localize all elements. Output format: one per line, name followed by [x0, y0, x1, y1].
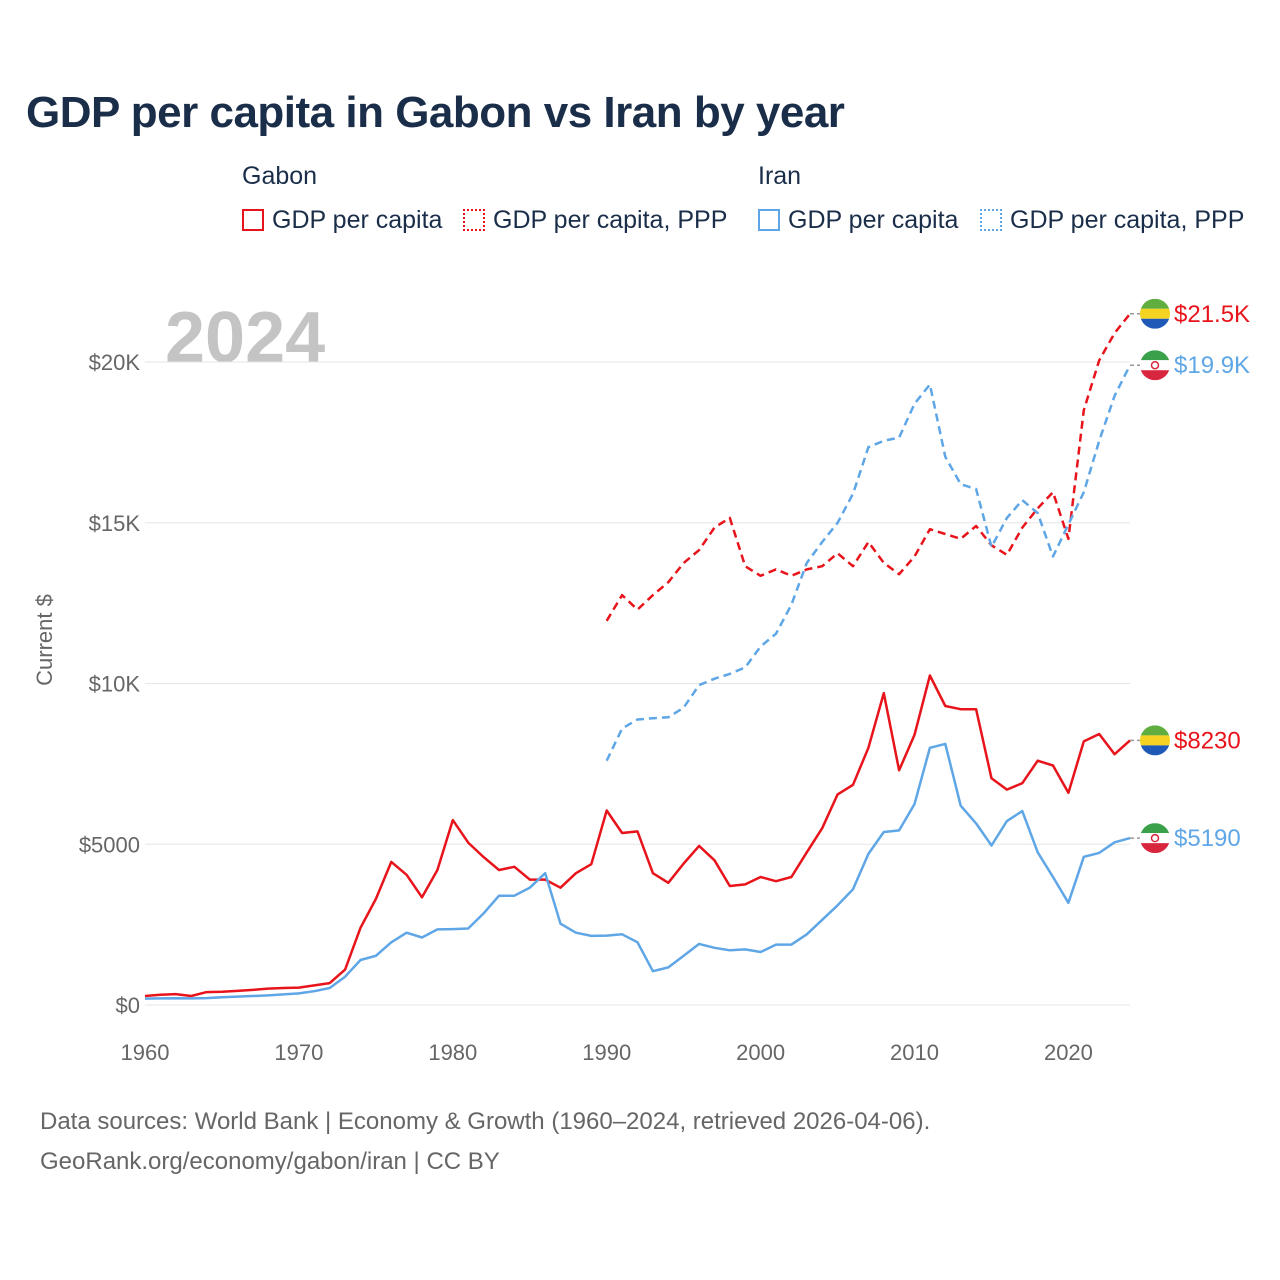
x-tick-label: 1990: [582, 1040, 631, 1065]
x-tick-label: 2000: [736, 1040, 785, 1065]
series-layer: [144, 313, 1132, 1000]
legend-swatch-gabon-gdp: [242, 209, 264, 231]
series-line-gabon-gdp-per-capita[interactable]: [144, 674, 1131, 998]
y-axis-label: Current $: [32, 594, 57, 686]
iran-flag-icon: [1140, 350, 1170, 381]
y-tick-label: $15K: [89, 511, 141, 536]
legend-group-iran: Iran: [758, 162, 802, 190]
gabon-flag-icon: [1140, 725, 1170, 756]
end-marker-layer: $8230 $5190 $21.5K $19.9K: [1130, 298, 1250, 854]
footer-credit[interactable]: GeoRank.org/economy/gabon/iran | CC BY: [40, 1148, 500, 1175]
legend-label-gabon-gdp-ppp: GDP per capita, PPP: [493, 205, 728, 234]
legend-label-iran-gdp: GDP per capita: [788, 205, 959, 234]
x-tick-label: 2020: [1044, 1040, 1093, 1065]
legend-item-iran-gdp[interactable]: GDP per capita: [758, 204, 958, 236]
series-line-gabon-gdp-per-capita-ppp[interactable]: [605, 313, 1131, 622]
legend-item-gabon-gdp[interactable]: GDP per capita: [242, 204, 442, 236]
gabon-flag-icon: [1140, 298, 1170, 329]
y-tick-label: $5000: [79, 832, 140, 857]
chart-title: GDP per capita in Gabon vs Iran by year: [26, 88, 845, 137]
legend-item-iran-gdp-ppp[interactable]: GDP per capita, PPP: [980, 204, 1244, 236]
y-tick-label: $10K: [89, 672, 141, 697]
x-tick-label: 1970: [274, 1040, 323, 1065]
end-value-label: $5190: [1174, 825, 1241, 852]
end-value-label: $8230: [1174, 727, 1241, 754]
end-value-label: $19.9K: [1174, 352, 1250, 379]
x-tick-label: 2010: [890, 1040, 939, 1065]
x-tick-label: 1960: [121, 1040, 170, 1065]
legend-item-gabon-gdp-ppp[interactable]: GDP per capita, PPP: [463, 204, 727, 236]
legend-label-iran-gdp-ppp: GDP per capita, PPP: [1010, 205, 1245, 234]
legend-swatch-iran-gdp-ppp: [980, 209, 1002, 231]
series-line-iran-gdp-per-capita-ppp[interactable]: [605, 364, 1132, 762]
legend-swatch-iran-gdp: [758, 209, 780, 231]
legend-group-gabon: Gabon: [242, 162, 318, 190]
year-watermark: 2024: [165, 298, 325, 378]
legend-swatch-gabon-gdp-ppp: [463, 209, 485, 231]
series-line-iran-gdp-per-capita[interactable]: [144, 742, 1131, 1000]
y-tick-label: $0: [116, 993, 140, 1018]
y-tick-label: $20K: [89, 350, 141, 375]
end-value-label: $21.5K: [1174, 301, 1250, 328]
x-tick-label: 1980: [428, 1040, 477, 1065]
iran-flag-icon: [1140, 823, 1170, 854]
legend-label-gabon-gdp: GDP per capita: [272, 205, 443, 234]
grid-layer: $0 $5000 $10K $15K $20K 1960 1970 1980 1990 2000 2…: [79, 350, 1130, 1065]
footer-sources: Data sources: World Bank | Economy & Gro…: [40, 1108, 931, 1135]
